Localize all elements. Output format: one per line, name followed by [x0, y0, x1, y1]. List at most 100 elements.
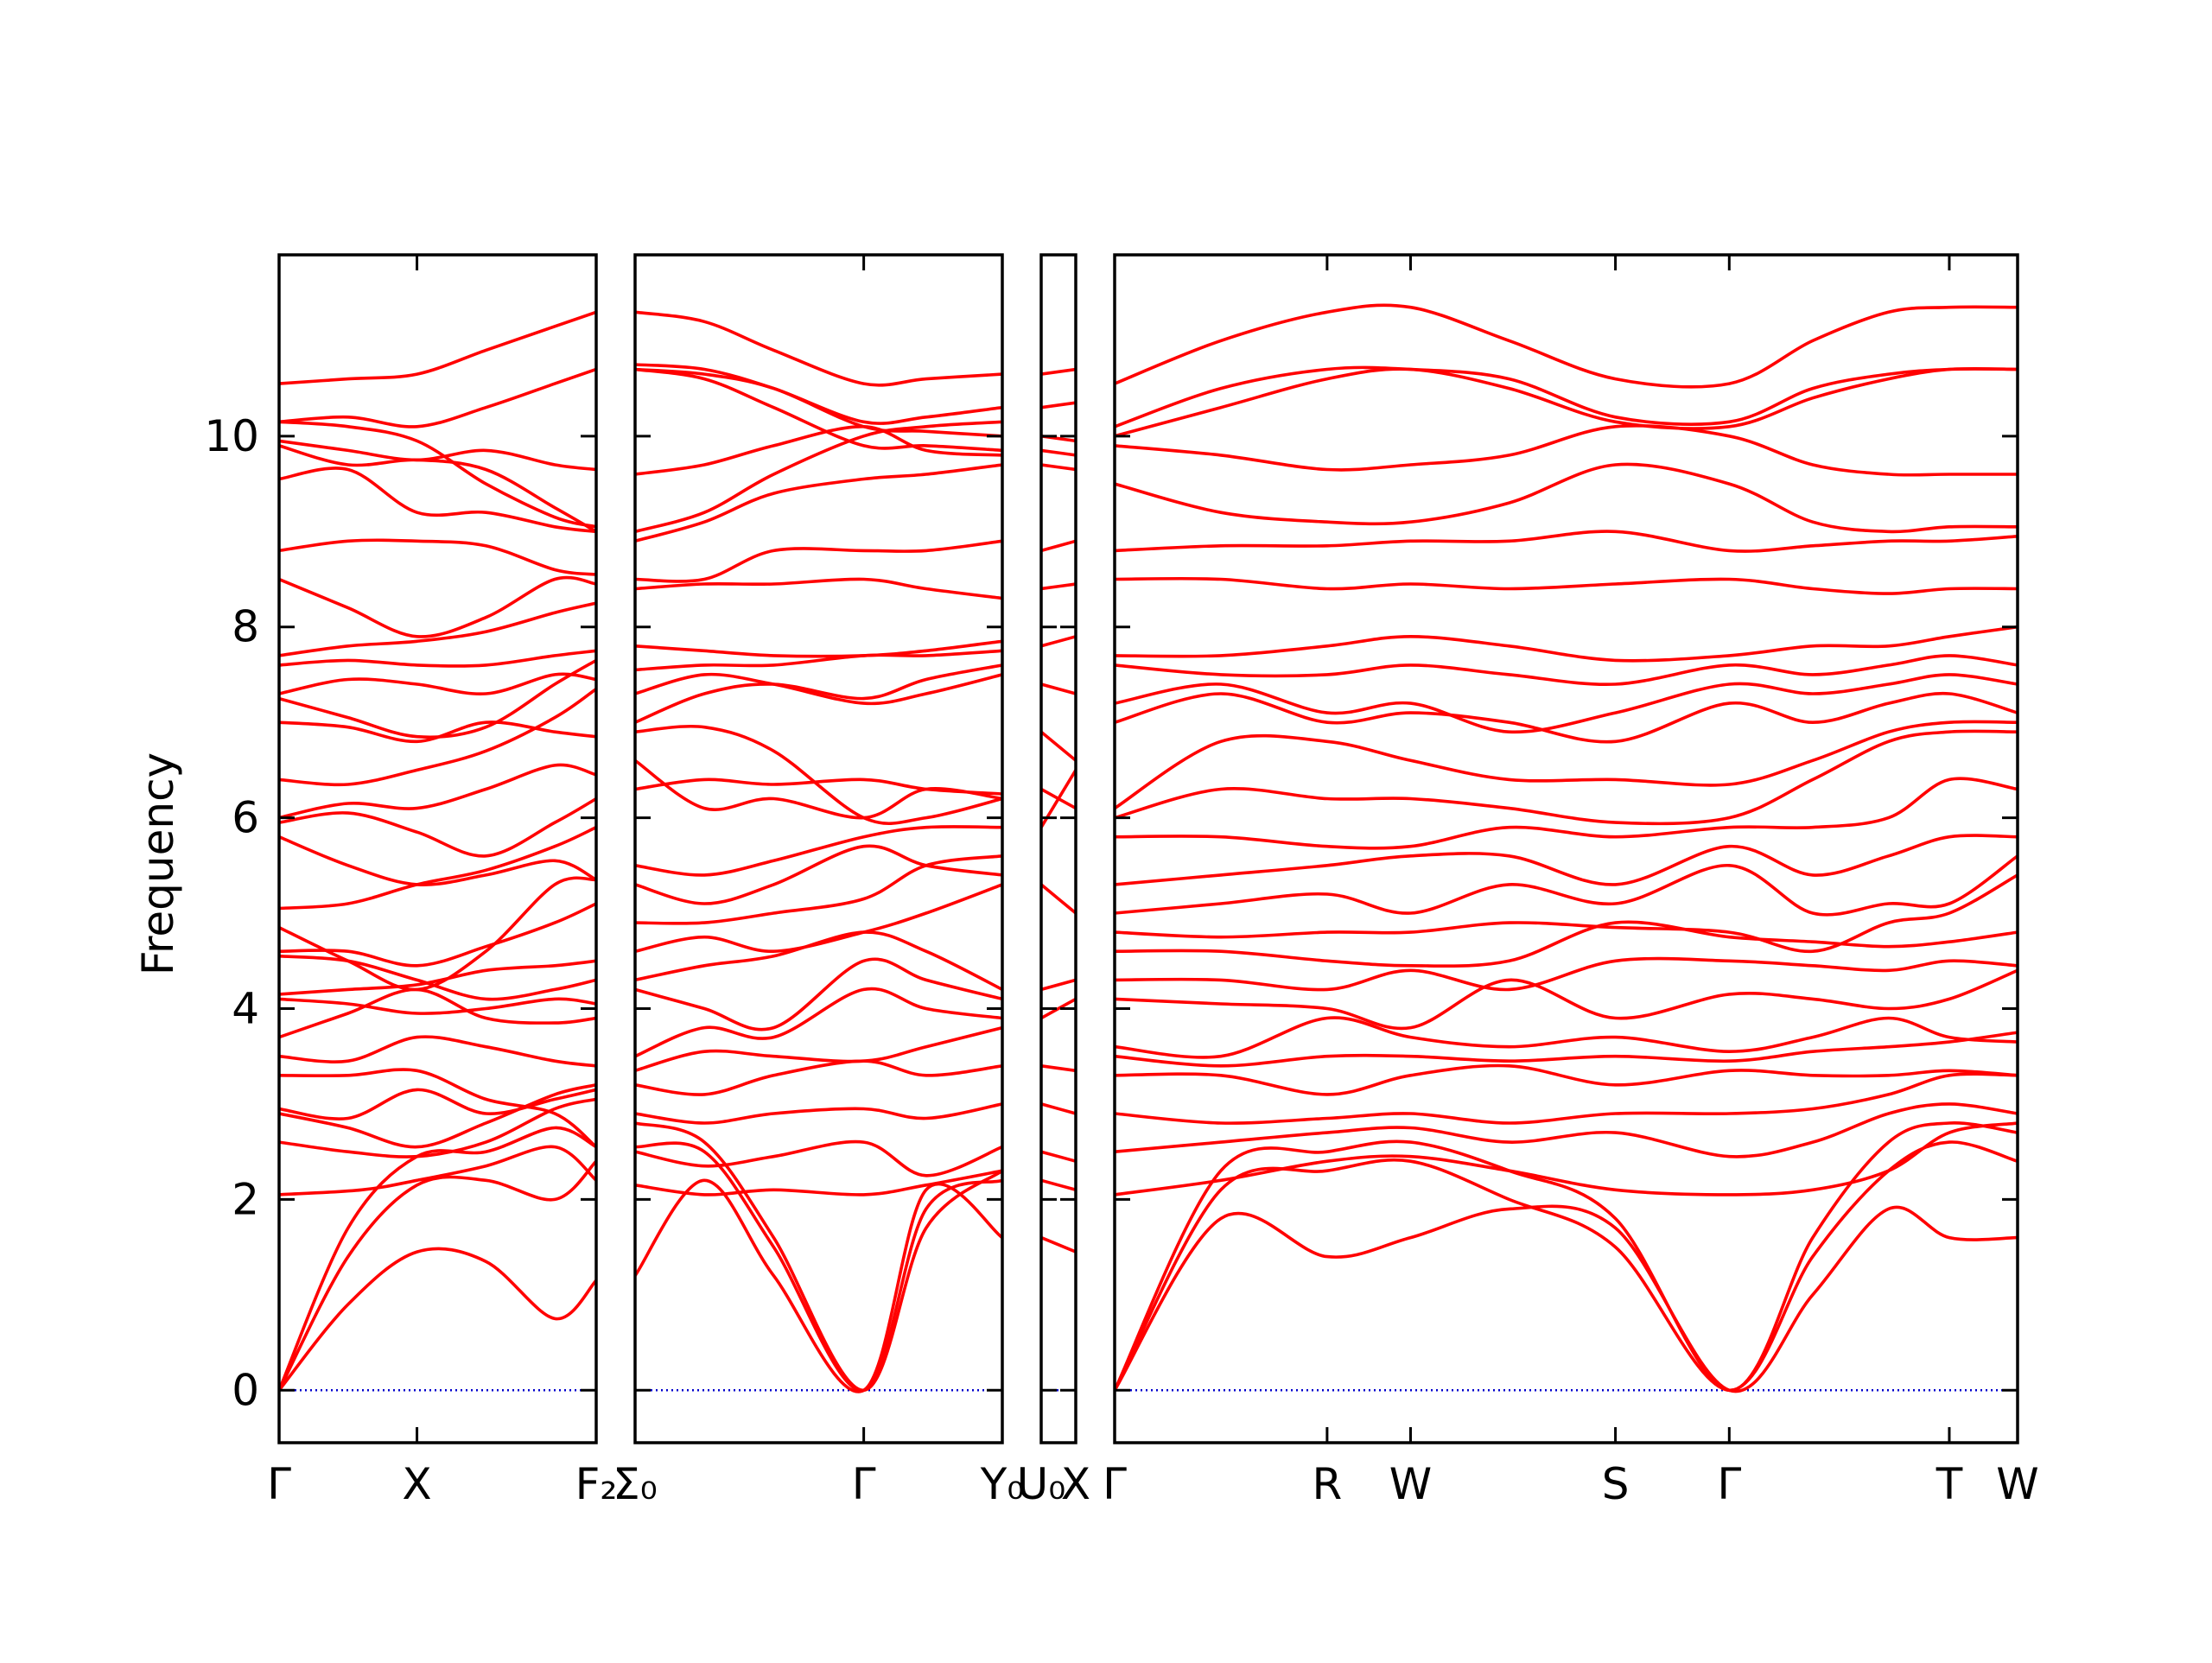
y-tick-label: 0 [232, 1365, 259, 1415]
band-line [1041, 997, 1076, 1020]
k-point-label: Σ₀ [613, 1459, 658, 1509]
y-tick-label: 4 [232, 983, 259, 1033]
band-line [279, 1097, 596, 1158]
band-line [635, 987, 1002, 1058]
band-line [635, 1139, 1002, 1177]
k-point-label: X [1061, 1459, 1090, 1509]
panel-1: Γ X F₂ [267, 253, 618, 1509]
panel-3: U₀X [1017, 253, 1090, 1509]
band-line [1115, 673, 2018, 734]
band-line [279, 797, 596, 858]
k-point-label: Γ [267, 1459, 291, 1509]
band-line [279, 601, 596, 657]
band-line [1041, 367, 1076, 376]
band-line [635, 1169, 1002, 1196]
k-point-label: W [1996, 1459, 2038, 1509]
band-line [635, 1141, 1002, 1393]
panel-2: Σ₀ Γ Y₀ [613, 253, 1025, 1509]
band-line [279, 687, 596, 787]
panel-frame [1039, 253, 1077, 1444]
band-line [279, 902, 596, 968]
band-line [1115, 777, 2018, 850]
band-line [279, 672, 596, 696]
band-line [279, 997, 596, 1015]
band-line [1041, 1150, 1076, 1163]
band-line [279, 1247, 596, 1393]
k-point-label: F₂ [575, 1459, 618, 1509]
band-line [1041, 1102, 1076, 1115]
band-line [279, 1088, 596, 1120]
y-tick-label: 6 [232, 793, 259, 843]
band-line [1115, 720, 2018, 810]
band-line [1041, 401, 1076, 409]
band-line [1041, 635, 1076, 648]
band-line [1115, 920, 2018, 968]
panel-3-bands [1041, 367, 1076, 1392]
k-point-label: Γ [1717, 1459, 1741, 1509]
band-line [1041, 582, 1076, 591]
y-tick-label: 2 [232, 1174, 259, 1224]
band-line [635, 420, 1002, 534]
band-line [1115, 424, 2018, 477]
band-line [635, 310, 1002, 387]
band-line [635, 724, 1002, 825]
band-line [1115, 834, 2018, 886]
band-line [279, 310, 596, 385]
band-line [1041, 787, 1076, 810]
band-line [1041, 1064, 1076, 1073]
band-line [635, 1102, 1002, 1125]
band-line [1115, 968, 2018, 1031]
band-line [635, 663, 1002, 724]
band-line [1115, 729, 2018, 826]
band-line [1115, 1072, 2018, 1125]
band-line [1115, 366, 2018, 438]
band-line [635, 539, 1002, 583]
k-point-label: U₀ [1017, 1459, 1066, 1509]
panel-frame [1113, 253, 2019, 1444]
panel-1-bands [279, 310, 596, 1393]
y-axis-label: Frequency [133, 752, 183, 975]
k-point-label: Y₀ [980, 1459, 1025, 1509]
band-line [1041, 682, 1076, 695]
band-line [635, 825, 1002, 877]
band-line [279, 835, 596, 886]
band-line [279, 439, 596, 472]
band-line [1041, 448, 1076, 457]
band-line [279, 575, 596, 638]
band-line [279, 1083, 596, 1149]
band-line [279, 1068, 596, 1149]
band-line [635, 463, 1002, 543]
k-point-label: Γ [852, 1459, 876, 1509]
band-line [279, 1159, 596, 1393]
band-line [279, 1145, 596, 1196]
band-line [635, 367, 1002, 453]
band-line [635, 363, 1002, 425]
band-line [1115, 1121, 2018, 1393]
band-line [1115, 1204, 2018, 1393]
band-line [1041, 978, 1076, 992]
band-line [1115, 576, 2018, 595]
band-line [635, 957, 1002, 1031]
band-line [635, 759, 1002, 820]
k-point-label: S [1602, 1459, 1630, 1509]
k-point-label: T [1936, 1459, 1963, 1509]
band-line [1115, 1121, 2018, 1196]
band-line [279, 987, 596, 1039]
panel-frame [633, 253, 1004, 1444]
band-line [1115, 530, 2018, 553]
k-point-label: R [1313, 1459, 1343, 1509]
band-line [635, 577, 1002, 600]
band-line [1115, 956, 2018, 992]
band-line [279, 444, 596, 534]
band-line [1115, 1102, 2018, 1158]
band-line [635, 883, 1002, 954]
band-line [279, 876, 596, 992]
panel-4-bands [1115, 303, 2018, 1393]
band-line [279, 467, 596, 534]
band-line [279, 1035, 596, 1068]
k-point-label: X [402, 1459, 431, 1509]
band-line [1115, 625, 2018, 663]
band-line [1041, 730, 1076, 763]
